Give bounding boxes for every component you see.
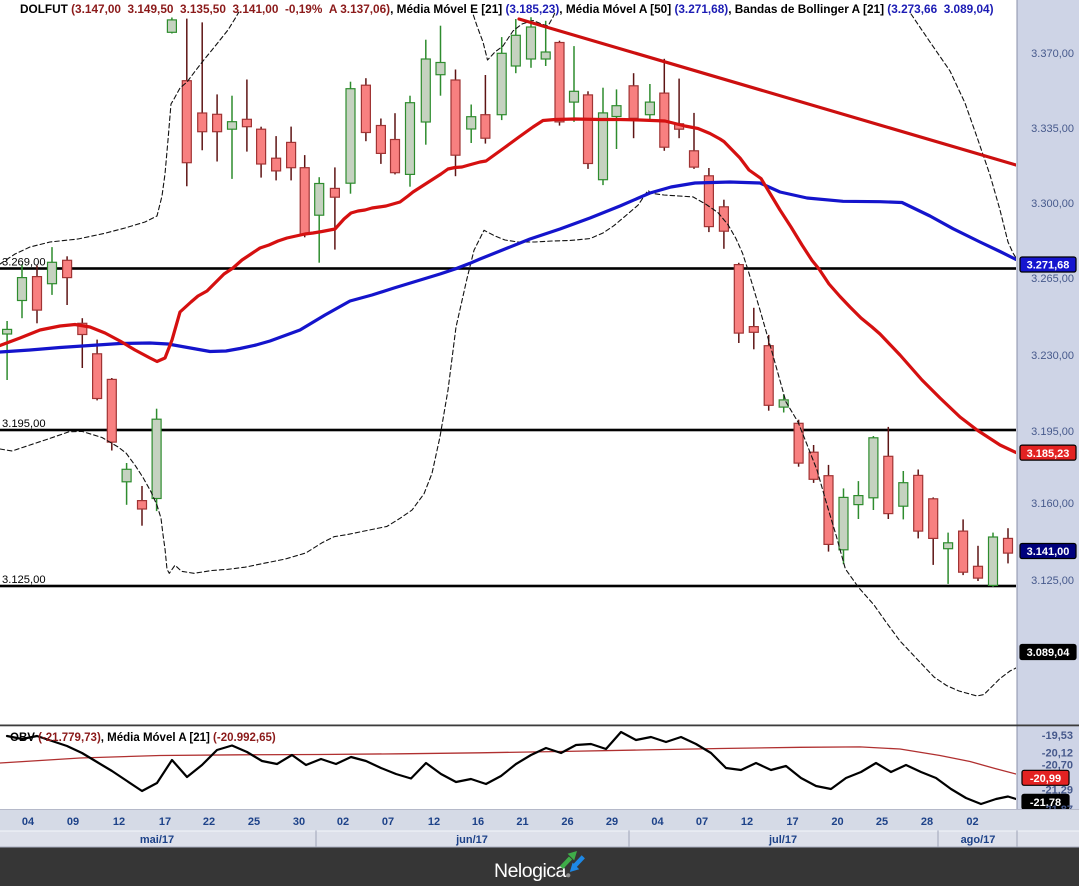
svg-text:3.271,68: 3.271,68	[1027, 260, 1070, 272]
svg-text:04: 04	[651, 816, 664, 828]
svg-text:3.125,00: 3.125,00	[2, 574, 46, 586]
svg-text:DOLFUT (3.147,00 3.149,50 3.: DOLFUT (3.147,00 3.149,50 3.135,50 3.141…	[20, 2, 994, 16]
svg-text:21: 21	[516, 816, 528, 828]
svg-text:3.269,00: 3.269,00	[2, 257, 46, 269]
svg-text:29: 29	[606, 816, 618, 828]
svg-text:-19,53: -19,53	[1042, 730, 1073, 742]
svg-text:-20,12: -20,12	[1042, 748, 1073, 760]
svg-text:jul/17: jul/17	[768, 834, 797, 846]
svg-text:17: 17	[159, 816, 171, 828]
svg-text:20: 20	[831, 816, 843, 828]
svg-text:12: 12	[428, 816, 440, 828]
svg-text:-20,70: -20,70	[1042, 760, 1073, 772]
svg-text:07: 07	[696, 816, 708, 828]
svg-text:3.089,04: 3.089,04	[1027, 647, 1071, 659]
svg-text:04: 04	[22, 816, 35, 828]
svg-text:-21,29: -21,29	[1042, 785, 1073, 797]
svg-text:-21,78: -21,78	[1030, 797, 1061, 809]
svg-text:-21,87: -21,87	[1042, 804, 1073, 816]
svg-text:17: 17	[786, 816, 798, 828]
svg-text:12: 12	[113, 816, 125, 828]
svg-text:16: 16	[472, 816, 484, 828]
svg-text:26: 26	[561, 816, 573, 828]
svg-text:09: 09	[67, 816, 79, 828]
svg-text:mai/17: mai/17	[140, 834, 174, 846]
svg-text:OBV (-21.779,73), Média Móvel: OBV (-21.779,73), Média Móvel A [21] (-2…	[10, 732, 276, 744]
svg-text:22: 22	[203, 816, 215, 828]
svg-text:25: 25	[248, 816, 260, 828]
svg-text:3.141,00: 3.141,00	[1027, 546, 1070, 558]
svg-text:ago/17: ago/17	[961, 834, 996, 846]
svg-text:25: 25	[876, 816, 888, 828]
svg-text:3.230,00: 3.230,00	[1031, 350, 1074, 362]
svg-text:3.370,00: 3.370,00	[1031, 48, 1074, 60]
svg-text:3.300,00: 3.300,00	[1031, 198, 1074, 210]
svg-text:Nelogica: Nelogica	[494, 860, 567, 882]
svg-text:3.265,00: 3.265,00	[1031, 273, 1074, 285]
svg-text:3.335,00: 3.335,00	[1031, 123, 1074, 135]
svg-text:3.185,23: 3.185,23	[1027, 448, 1070, 460]
svg-text:-20,99: -20,99	[1030, 773, 1061, 785]
svg-text:3.195,00: 3.195,00	[2, 418, 46, 430]
svg-text:02: 02	[337, 816, 349, 828]
svg-text:3.195,00: 3.195,00	[1031, 426, 1074, 438]
svg-text:12: 12	[741, 816, 753, 828]
svg-text:02: 02	[966, 816, 978, 828]
svg-text:3.125,00: 3.125,00	[1031, 575, 1074, 587]
svg-text:3.160,00: 3.160,00	[1031, 498, 1074, 510]
svg-text:30: 30	[293, 816, 305, 828]
svg-text:07: 07	[382, 816, 394, 828]
svg-text:28: 28	[921, 816, 933, 828]
svg-text:jun/17: jun/17	[455, 834, 488, 846]
